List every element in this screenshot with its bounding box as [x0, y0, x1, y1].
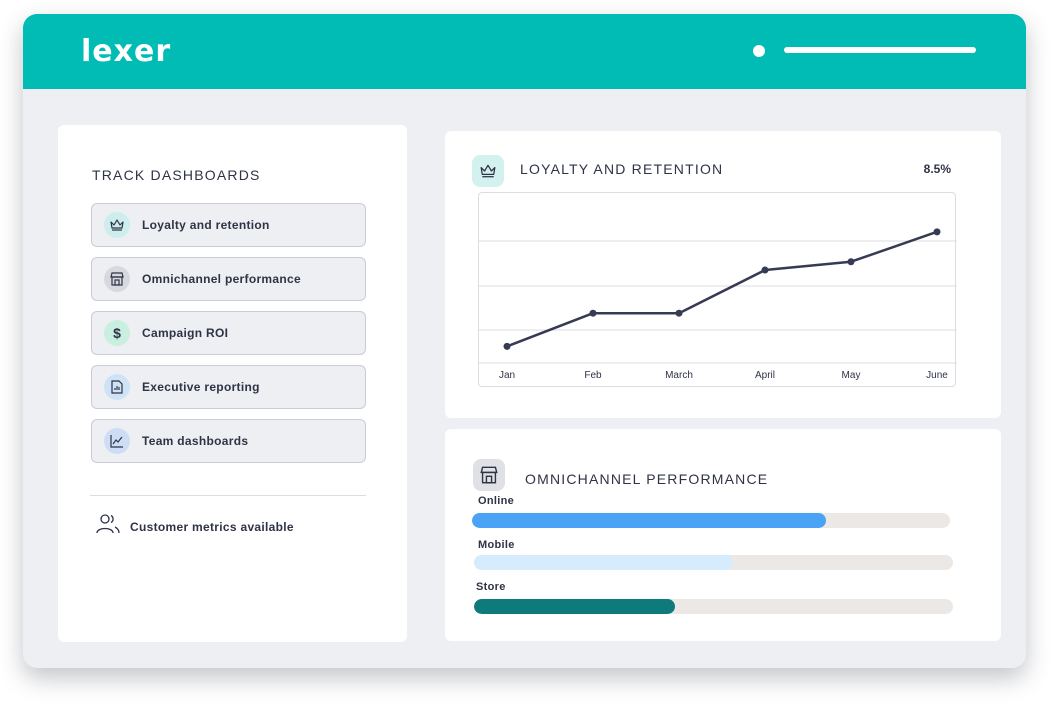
sidebar-item-loyalty[interactable]: Loyalty and retention — [91, 203, 366, 247]
online-bar-fill — [472, 513, 826, 528]
loyalty-title: LOYALTY AND RETENTION — [520, 161, 724, 177]
bar-label-store: Store — [476, 581, 506, 593]
store-bar-fill — [474, 599, 676, 614]
sidebar-item-omnichannel[interactable]: Omnichannel performance — [91, 257, 366, 301]
bar-label-mobile: Mobile — [478, 539, 515, 551]
chart-series-line — [506, 230, 938, 348]
chart-line-icon — [104, 428, 130, 454]
store-icon — [473, 459, 505, 491]
top-bar: lexer — [23, 14, 1026, 89]
users-icon — [96, 513, 120, 540]
dollar-icon: $ — [104, 320, 130, 346]
chart-point-jan[interactable] — [503, 342, 511, 350]
chart-point-may[interactable] — [847, 258, 855, 266]
crown-icon — [472, 155, 504, 187]
report-icon — [104, 374, 130, 400]
chart-x-tick-label: March — [665, 370, 693, 381]
sidebar-item-label: Omnichannel performance — [142, 272, 301, 286]
omnichannel-card: OMNICHANNEL PERFORMANCE Online Mobile St… — [445, 429, 1001, 641]
sidebar-item-label: Team dashboards — [142, 434, 249, 448]
customer-metrics-label: Customer metrics available — [130, 519, 294, 534]
loyalty-line-chart: Jan Feb March April May June — [478, 192, 957, 387]
sidebar-item-team-dashboards[interactable]: Team dashboards — [91, 419, 366, 463]
chart-point-feb[interactable] — [589, 309, 597, 317]
chart-x-tick-label: Feb — [584, 370, 602, 381]
chart-x-tick-label: April — [755, 370, 775, 381]
sidebar-item-label: Executive reporting — [142, 380, 260, 394]
sidebar-item-label: Campaign ROI — [142, 326, 229, 340]
track-dashboards-panel: TRACK DASHBOARDS Loyalty and retention O… — [58, 125, 407, 642]
store-bar-track — [474, 599, 953, 614]
app-window: lexer TRACK DASHBOARDS Loyalty and reten… — [23, 14, 1026, 668]
mobile-bar-fill — [474, 555, 733, 570]
online-bar-track — [472, 513, 950, 528]
chart-x-tick-label: June — [926, 370, 948, 381]
customer-metrics: Customer metrics available — [96, 513, 294, 540]
sidebar-item-campaign-roi[interactable]: $ Campaign ROI — [91, 311, 366, 355]
search-bar[interactable] — [784, 47, 976, 53]
omnichannel-title: OMNICHANNEL PERFORMANCE — [525, 471, 769, 487]
loyalty-stat: 8.5% — [923, 162, 951, 176]
svg-text:$: $ — [113, 325, 121, 341]
bar-label-online: Online — [478, 495, 515, 507]
lexer-logo[interactable]: lexer — [81, 34, 172, 69]
sidebar-item-label: Loyalty and retention — [142, 218, 270, 232]
loyalty-retention-card: LOYALTY AND RETENTION 8.5% Jan Feb March Ap… — [445, 131, 1001, 418]
store-icon — [104, 266, 130, 292]
loyalty-chart-svg: Jan Feb March April May June — [479, 228, 957, 381]
sidebar-item-executive-reporting[interactable]: Executive reporting — [91, 365, 366, 409]
mobile-bar-track — [474, 555, 953, 570]
chart-point-march[interactable] — [675, 309, 683, 317]
chart-point-april[interactable] — [761, 266, 769, 274]
track-dashboards-title: TRACK DASHBOARDS — [92, 167, 261, 183]
crown-icon — [104, 212, 130, 238]
search-dot-icon[interactable] — [753, 45, 765, 57]
chart-x-tick-label: May — [842, 370, 861, 381]
chart-x-tick-label: Jan — [499, 370, 515, 381]
chart-point-june[interactable] — [933, 228, 941, 236]
divider — [90, 495, 366, 496]
